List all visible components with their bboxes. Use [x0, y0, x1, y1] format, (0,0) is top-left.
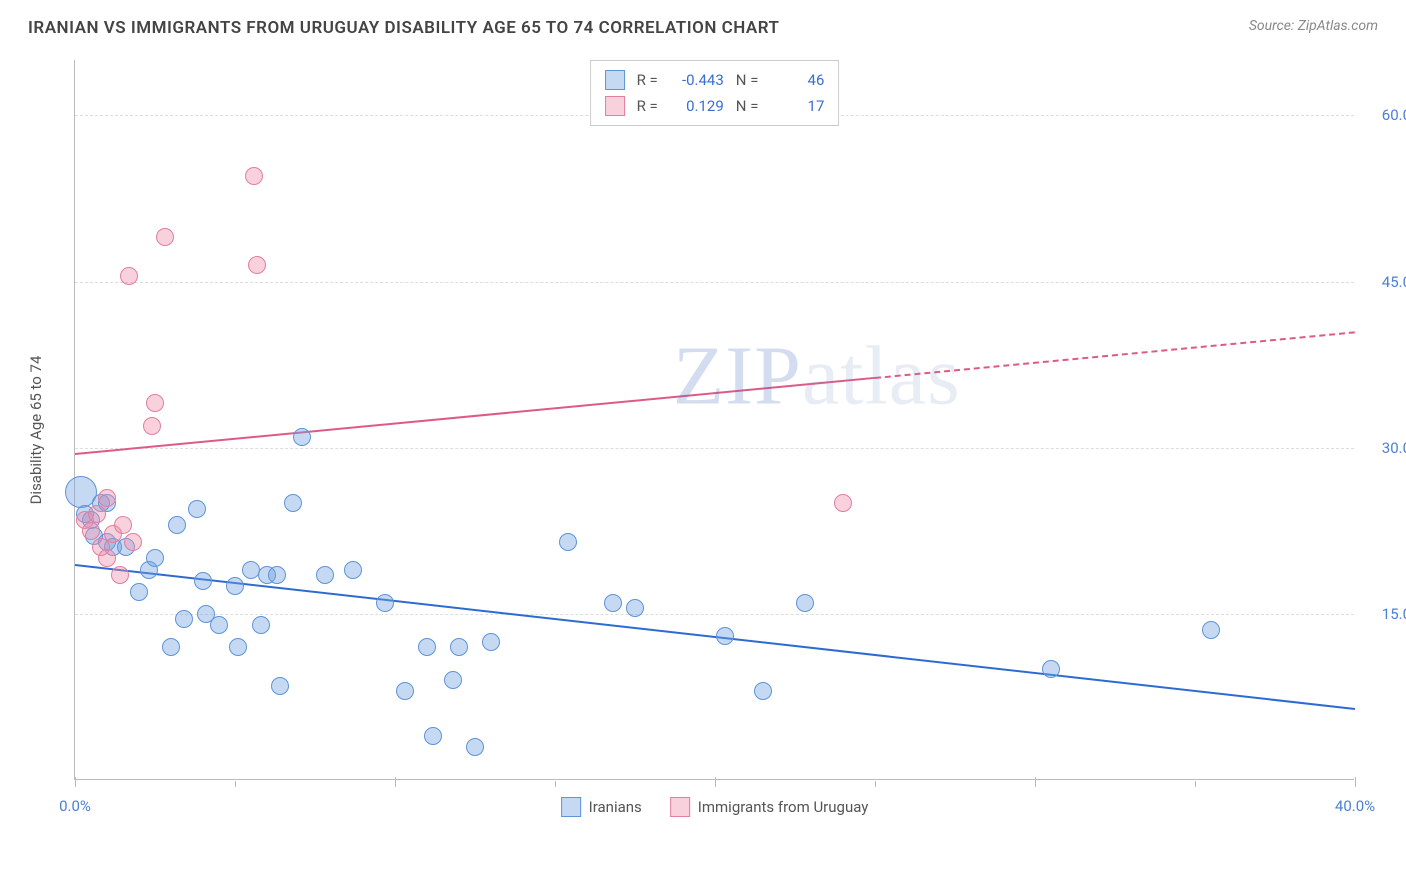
legend-label-uruguay: Immigrants from Uruguay	[698, 798, 869, 816]
data-point-iranians	[1042, 660, 1060, 678]
swatch-iranians	[561, 797, 581, 817]
data-point-iranians	[162, 638, 180, 656]
legend-row-uruguay: R = 0.129 N = 17	[605, 93, 825, 119]
data-point-iranians	[175, 610, 193, 628]
data-point-uruguay	[143, 417, 161, 435]
data-point-uruguay	[245, 167, 263, 185]
legend-series: Iranians Immigrants from Uruguay	[561, 797, 869, 817]
data-point-uruguay	[120, 267, 138, 285]
data-point-uruguay	[82, 522, 100, 540]
data-point-iranians	[466, 738, 484, 756]
data-point-iranians	[168, 516, 186, 534]
r-label: R =	[637, 93, 658, 119]
legend-correlation: R = -0.443 N = 46 R = 0.129 N = 17	[590, 60, 840, 126]
chart-source: Source: ZipAtlas.com	[1249, 18, 1378, 34]
y-axis-title: Disability Age 65 to 74	[27, 356, 45, 505]
watermark-part1: ZIP	[673, 330, 802, 423]
data-point-iranians	[1202, 621, 1220, 639]
data-point-uruguay	[124, 533, 142, 551]
x-tick	[235, 781, 236, 787]
x-tick	[395, 777, 396, 787]
data-point-uruguay	[248, 256, 266, 274]
legend-label-iranians: Iranians	[589, 798, 642, 816]
data-point-iranians	[754, 682, 772, 700]
swatch-iranians	[605, 70, 625, 90]
data-point-uruguay	[114, 516, 132, 534]
x-tick	[555, 781, 556, 787]
data-point-iranians	[293, 428, 311, 446]
data-point-iranians	[130, 583, 148, 601]
data-point-iranians	[482, 633, 500, 651]
data-point-uruguay	[111, 566, 129, 584]
swatch-uruguay	[670, 797, 690, 817]
data-point-iranians	[268, 566, 286, 584]
data-point-uruguay	[834, 494, 852, 512]
chart-title: IRANIAN VS IMMIGRANTS FROM URUGUAY DISAB…	[28, 18, 779, 38]
scatter-plot: ZIPatlas R = -0.443 N = 46 R = 0.129 N =…	[74, 60, 1354, 780]
chart-area: Disability Age 65 to 74 ZIPatlas R = -0.…	[48, 50, 1378, 810]
x-tick	[1195, 781, 1196, 787]
chart-header: IRANIAN VS IMMIGRANTS FROM URUGUAY DISAB…	[0, 0, 1406, 46]
data-point-iranians	[424, 727, 442, 745]
n-value-uruguay: 17	[768, 93, 824, 119]
x-tick-label: 0.0%	[59, 797, 91, 815]
x-tick-label: 40.0%	[1335, 797, 1375, 815]
n-label: N =	[736, 93, 759, 119]
data-point-iranians	[188, 500, 206, 518]
data-point-uruguay	[98, 489, 116, 507]
data-point-iranians	[450, 638, 468, 656]
data-point-iranians	[194, 572, 212, 590]
x-tick	[1035, 777, 1036, 787]
r-value-iranians: -0.443	[668, 67, 724, 93]
watermark: ZIPatlas	[673, 328, 961, 425]
data-point-uruguay	[98, 549, 116, 567]
data-point-iranians	[626, 599, 644, 617]
x-tick	[875, 781, 876, 787]
gridline-h	[75, 282, 1354, 283]
data-point-uruguay	[156, 228, 174, 246]
y-tick-label: 15.0%	[1366, 605, 1406, 623]
data-point-iranians	[716, 627, 734, 645]
data-point-uruguay	[88, 505, 106, 523]
data-point-iranians	[284, 494, 302, 512]
data-point-iranians	[559, 533, 577, 551]
x-tick	[715, 777, 716, 787]
legend-item-uruguay: Immigrants from Uruguay	[670, 797, 869, 817]
y-tick-label: 30.0%	[1366, 439, 1406, 457]
y-tick-label: 60.0%	[1366, 106, 1406, 124]
data-point-uruguay	[146, 394, 164, 412]
data-point-iranians	[796, 594, 814, 612]
data-point-iranians	[396, 682, 414, 700]
data-point-iranians	[316, 566, 334, 584]
n-value-iranians: 46	[768, 67, 824, 93]
data-point-iranians	[444, 671, 462, 689]
r-value-uruguay: 0.129	[668, 93, 724, 119]
data-point-iranians	[210, 616, 228, 634]
y-tick-label: 45.0%	[1366, 273, 1406, 291]
swatch-uruguay	[605, 96, 625, 116]
trend-line	[75, 377, 875, 455]
data-point-iranians	[229, 638, 247, 656]
trend-line	[875, 331, 1355, 379]
x-tick	[1355, 777, 1356, 787]
gridline-h	[75, 448, 1354, 449]
data-point-iranians	[271, 677, 289, 695]
data-point-iranians	[252, 616, 270, 634]
data-point-iranians	[376, 594, 394, 612]
data-point-iranians	[226, 577, 244, 595]
data-point-iranians	[344, 561, 362, 579]
r-label: R =	[637, 67, 658, 93]
data-point-iranians	[604, 594, 622, 612]
data-point-iranians	[418, 638, 436, 656]
gridline-h	[75, 614, 1354, 615]
n-label: N =	[736, 67, 759, 93]
legend-row-iranians: R = -0.443 N = 46	[605, 67, 825, 93]
x-tick	[75, 777, 76, 787]
legend-item-iranians: Iranians	[561, 797, 642, 817]
data-point-iranians	[146, 549, 164, 567]
